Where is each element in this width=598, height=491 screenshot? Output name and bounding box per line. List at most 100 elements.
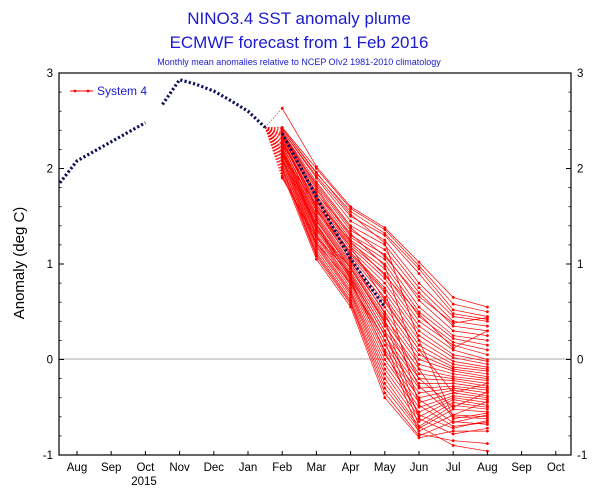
ensemble-member-point (383, 228, 387, 232)
ensemble-member-point (451, 372, 455, 376)
ensemble-member-point (417, 343, 421, 347)
ensemble-member-point (451, 391, 455, 395)
ensemble-member-point (383, 358, 387, 361)
ensemble-member-point (417, 312, 421, 316)
ensemble-member-point (349, 212, 352, 216)
ensemble-member-point (315, 226, 318, 230)
x-tick-label: Dec (204, 462, 225, 474)
ensemble-member-point (486, 353, 489, 357)
observed-dotted-line-2015 (58, 121, 147, 184)
ensemble-member-point (451, 362, 455, 366)
ensemble-member-point (349, 232, 352, 235)
ensemble-member-point (451, 337, 455, 340)
ensemble-member-point (417, 324, 421, 328)
ensemble-lead-in (264, 127, 283, 174)
ensemble-member-point (349, 305, 352, 309)
y-tick-label-right: 3 (577, 68, 583, 80)
ensemble-member-point (417, 432, 421, 436)
ensemble-lead-in (264, 127, 283, 141)
ensemble-member-point (486, 442, 489, 445)
ensemble-member-point (451, 444, 455, 447)
ensemble-member-point (383, 317, 387, 321)
ensemble-member-point (349, 210, 352, 213)
y-tick-label-left: 3 (47, 68, 53, 80)
ensemble-member-point (280, 169, 284, 172)
ensemble-member-point (383, 298, 387, 302)
ensemble-member-point (417, 420, 421, 423)
ensemble-member-point (486, 324, 489, 328)
ensemble-member-point (451, 353, 455, 357)
ensemble-member-point (417, 381, 421, 385)
ensemble-member-point (315, 218, 318, 222)
ensemble-member-point (451, 413, 455, 417)
ensemble-member-point (280, 157, 284, 161)
ensemble-member-point (486, 390, 489, 394)
ensemble-member-point (315, 257, 318, 261)
ensemble-member-point (280, 126, 284, 130)
legend: System 4 (70, 84, 147, 98)
x-tick-label: Sep (511, 462, 531, 474)
ensemble-member-point (417, 334, 421, 338)
ensemble-member-point (451, 340, 455, 344)
ensemble-member-point (315, 222, 318, 226)
ensemble-member-point (486, 381, 489, 385)
observed-dotted-line-winter (161, 77, 267, 129)
ensemble-member-point (280, 138, 284, 142)
ensemble-member-point (280, 142, 284, 146)
x-tick-label: Feb (272, 462, 292, 474)
ensemble-member-point (349, 281, 352, 285)
ensemble-member-point (315, 182, 318, 186)
ensemble-member-point (486, 334, 489, 338)
ensemble-member-point (417, 372, 421, 376)
ensemble-member-point (486, 305, 489, 309)
ensemble-member-point (383, 339, 387, 342)
observed-line (58, 77, 267, 184)
ensemble-member-point (383, 372, 387, 376)
ensemble-member-point (315, 241, 318, 245)
x-tick-label: Jan (239, 462, 258, 474)
x-tick-label: May (374, 462, 396, 474)
ensemble-member-point (451, 346, 455, 350)
ensemble-member-point (349, 258, 352, 262)
ensemble-member-point (417, 391, 421, 395)
ensemble-member-point (349, 219, 352, 223)
ensemble-member-point (451, 315, 455, 318)
ensemble-lead-in (264, 127, 283, 152)
ensemble-member-point (486, 319, 489, 323)
ensemble-member-point (486, 426, 489, 430)
y-tick-label-left: 2 (47, 164, 53, 176)
ensemble-member-point (280, 151, 284, 155)
x-tick-label: Mar (306, 462, 326, 474)
ensemble-member-point (451, 388, 455, 392)
ensemble-member-point (417, 286, 421, 290)
ensemble-member-point (417, 377, 421, 380)
ensemble-member-point (451, 343, 455, 347)
ensemble-member-point (451, 360, 455, 363)
ensemble-lead-in (264, 127, 283, 158)
ensemble-member-point (383, 248, 387, 252)
ensemble-member-point (417, 295, 421, 298)
ensemble-member-point (383, 396, 387, 400)
legend-label-system4: System 4 (97, 84, 147, 98)
ensemble-lead-in (264, 108, 283, 128)
ensemble-member-point (383, 333, 387, 337)
y-tick-label-right: 2 (577, 164, 583, 176)
ensemble-member-point (315, 188, 318, 191)
y-axis-title: Anomaly (deg C) (11, 207, 28, 320)
ensemble-member-point (383, 238, 387, 242)
ensemble-member-point (349, 277, 352, 281)
ensemble-lead-in (265, 127, 283, 129)
ensemble-member-point (417, 281, 421, 285)
ensemble-member-point (451, 421, 455, 424)
ensemble-member-point (451, 381, 455, 385)
ensemble-member-point (315, 235, 318, 239)
ensemble-member-point (417, 417, 421, 421)
ensemble-member-point (486, 369, 489, 373)
ensemble-member-point (349, 251, 352, 254)
ensemble-member-point (451, 302, 455, 306)
ensemble-member-point (417, 305, 421, 309)
ensemble-member-point (417, 436, 421, 440)
x-tick-label: Jul (446, 462, 461, 474)
ensemble-member-point (315, 207, 318, 211)
ensemble-member-point (417, 413, 421, 417)
